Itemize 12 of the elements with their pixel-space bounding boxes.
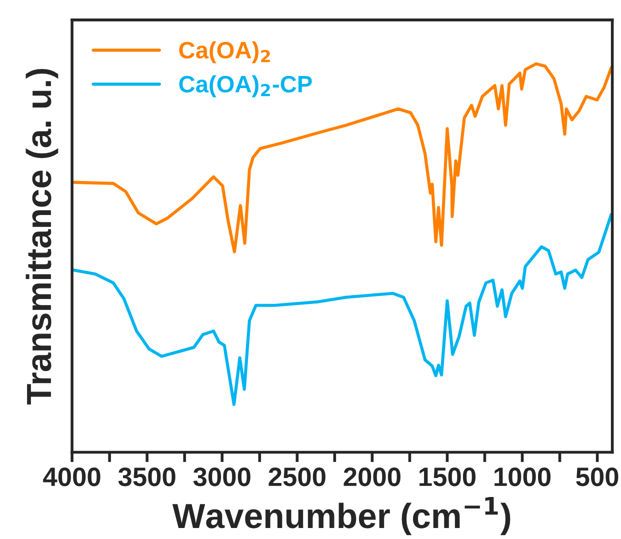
legend-label: Ca(OA)$_{2}$-CP xyxy=(179,75,312,98)
x-tick-label: 1500 xyxy=(420,468,476,486)
x-tick-label: 2000 xyxy=(344,468,400,486)
y-axis-title: Transmittance (a. u.) xyxy=(26,68,58,405)
x-tick-label: 4000 xyxy=(43,468,100,486)
x-axis-title: Wavenumber (cm$^{−1}$) xyxy=(172,496,510,536)
x-tick-label: 2500 xyxy=(268,468,326,486)
x-tick-label: 1000 xyxy=(494,468,551,486)
x-tick-label: 500 xyxy=(576,468,618,486)
x-tick-label: 3000 xyxy=(193,468,250,486)
x-tick-label: 3500 xyxy=(118,468,176,486)
legend-label: Ca(OA)$_{2}$ xyxy=(179,41,270,64)
